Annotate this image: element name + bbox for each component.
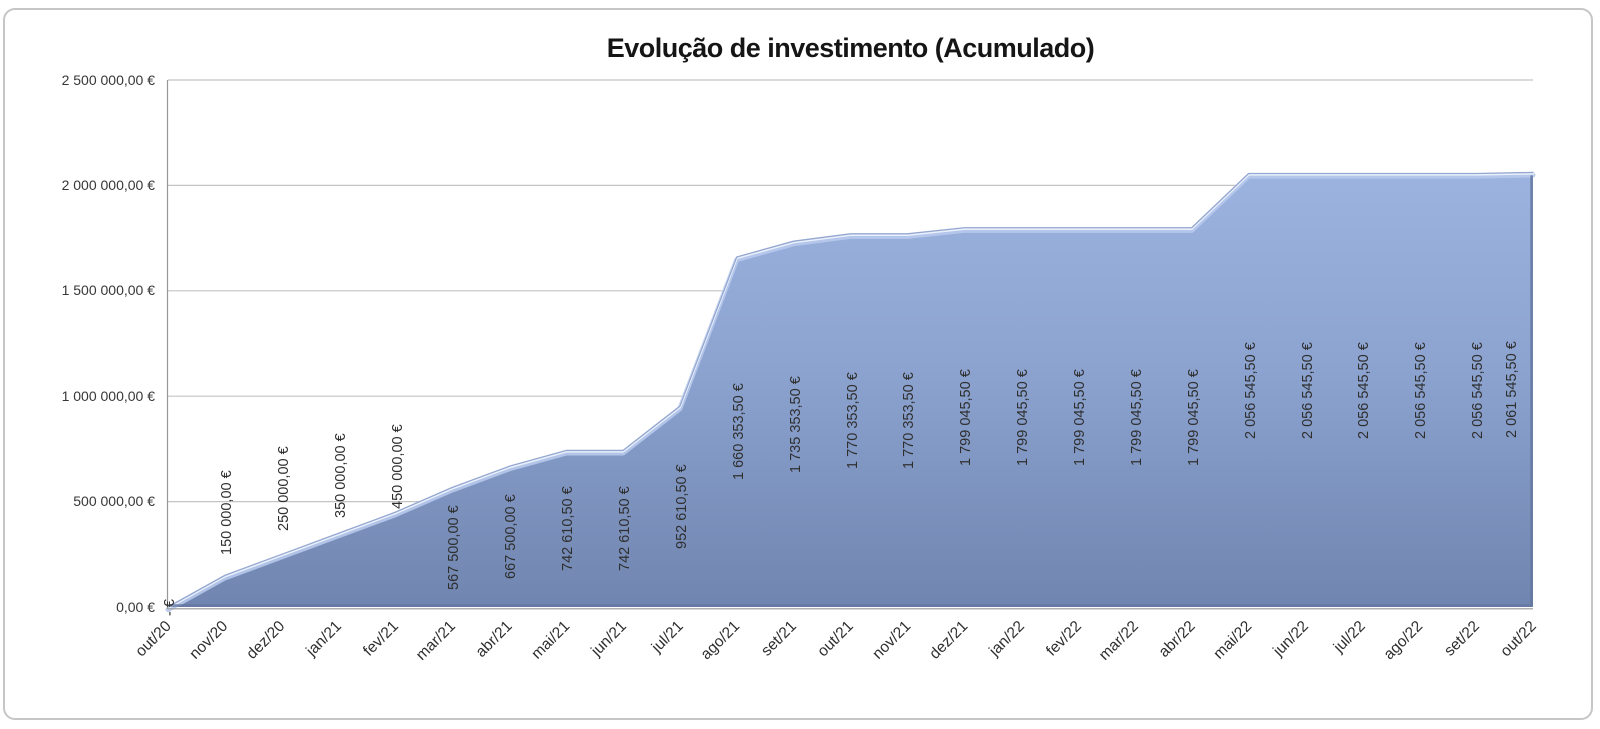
data-label: 742 610,50 € <box>617 486 633 572</box>
y-tick-label: 500 000,00 € <box>73 493 155 510</box>
data-label: 2 056 545,50 € <box>1470 341 1487 439</box>
data-label: 250 000,00 € <box>275 446 292 532</box>
data-label: 150 000,00 € <box>218 470 235 556</box>
y-tick-label: 2 000 000,00 € <box>61 176 155 193</box>
data-label: 1 770 353,50 € <box>844 372 861 469</box>
investment-area-series <box>168 172 1533 607</box>
data-label: 2 056 545,50 € <box>1242 341 1259 439</box>
data-label: 1 799 045,50 € <box>1185 369 1202 466</box>
data-label: 1 799 045,50 € <box>958 369 975 466</box>
area-top-edge <box>166 172 1535 610</box>
data-label: 2 056 545,50 € <box>1299 341 1316 439</box>
area-top-edge <box>165 172 1536 613</box>
data-label: 667 500,00 € <box>503 494 520 580</box>
data-label: 1 770 353,50 € <box>901 372 918 469</box>
data-label: 952 610,50 € <box>673 464 690 550</box>
y-tick-label: 1 500 000,00 € <box>61 282 155 299</box>
area-top-edge <box>167 171 1534 608</box>
data-label: 1 735 353,50 € <box>787 375 804 473</box>
data-label: 350 000,00 € <box>332 433 349 519</box>
data-label: 450 000,00 € <box>389 424 406 510</box>
data-label: 2 061 545,50 € <box>1504 341 1520 439</box>
data-label: 742 610,50 € <box>560 486 577 572</box>
data-label: - € <box>162 598 178 616</box>
data-label: 1 799 045,50 € <box>1072 369 1088 466</box>
data-label: 1 660 353,50 € <box>730 383 747 481</box>
data-label: 1 799 045,50 € <box>1128 369 1145 466</box>
data-label: 2 056 545,50 € <box>1413 341 1430 439</box>
chart-title: Evolução de investimento (Acumulado) <box>606 33 1095 63</box>
y-tick-label: 2 500 000,00 € <box>61 71 155 88</box>
data-label: 2 056 545,50 € <box>1356 341 1373 439</box>
y-tick-label: 1 000 000,00 € <box>61 387 155 404</box>
y-tick-label: 0,00 € <box>116 598 155 615</box>
data-label: 1 799 045,50 € <box>1015 369 1032 466</box>
data-label: 567 500,00 € <box>446 505 463 590</box>
